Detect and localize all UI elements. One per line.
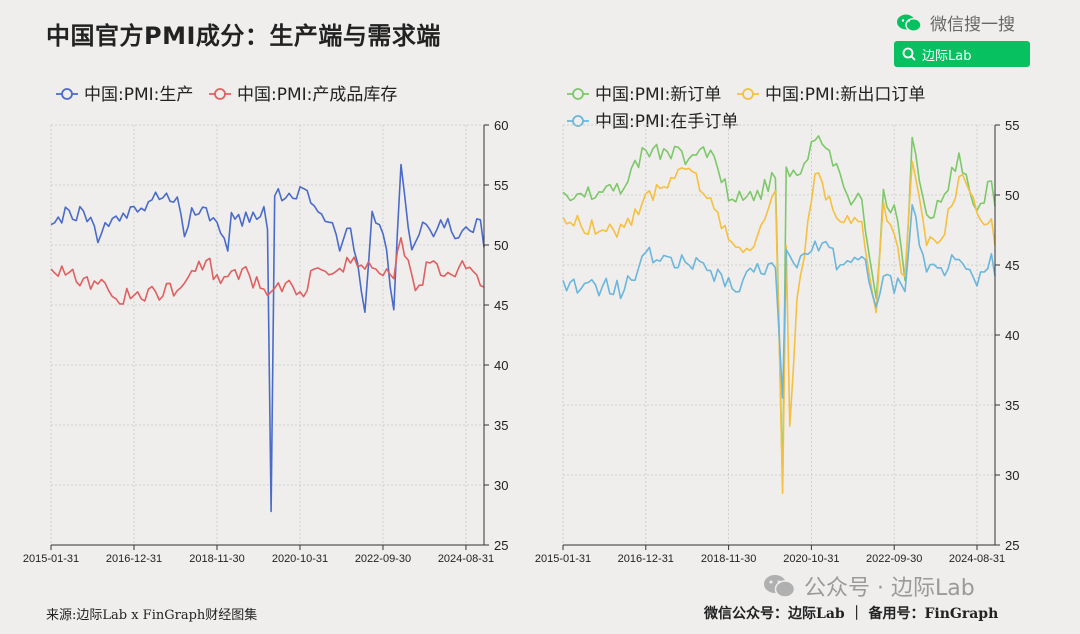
x-tick-label: 2024-08-31: [949, 553, 1005, 565]
legend-marker: [742, 88, 754, 100]
y-tick-label: 45: [494, 298, 508, 313]
search-icon: [902, 47, 916, 61]
wechat-watermark-icon: [764, 575, 796, 598]
legend-marker: [572, 115, 584, 127]
y-tick-label: 45: [1005, 258, 1019, 273]
wechat-search-brand: 微信搜一搜: [896, 10, 1015, 35]
x-tick-label: 2024-08-31: [438, 553, 494, 565]
y-tick-label: 30: [1005, 468, 1019, 483]
x-tick-label: 2022-09-30: [866, 553, 922, 565]
y-tick-label: 50: [494, 238, 508, 253]
series-line-3: [562, 204, 996, 399]
y-tick-label: 25: [494, 538, 508, 553]
legend-label: 中国:PMI:生产: [84, 85, 193, 105]
y-tick-label: 55: [1005, 118, 1019, 133]
legend-marker: [61, 88, 73, 100]
y-tick-label: 40: [1005, 328, 1019, 343]
x-tick-label: 2018-11-30: [189, 553, 244, 565]
footer-account: 微信公众号：边际Lab ｜ 备用号：FinGraph: [704, 606, 999, 622]
watermark: 公众号 · 边际Lab: [762, 570, 975, 602]
y-tick-label: 50: [1005, 188, 1019, 203]
x-tick-label: 2016-12-31: [106, 553, 162, 565]
legend-marker: [572, 88, 584, 100]
watermark-text: 公众号 · 边际Lab: [804, 576, 975, 601]
x-tick-label: 2020-10-31: [783, 553, 839, 565]
legend-label: 中国:PMI:新出口订单: [765, 85, 925, 105]
legend-marker: [214, 88, 226, 100]
y-tick-label: 60: [494, 118, 508, 133]
page-title: 中国官方PMI成分：生产端与需求端: [46, 22, 441, 50]
y-tick-label: 30: [494, 478, 508, 493]
legend-label: 中国:PMI:产成品库存: [237, 85, 397, 105]
y-tick-label: 40: [494, 358, 508, 373]
x-tick-label: 2018-11-30: [701, 553, 756, 565]
search-label: 边际Lab: [922, 48, 972, 64]
x-tick-label: 2016-12-31: [618, 553, 674, 565]
x-tick-label: 2020-10-31: [272, 553, 328, 565]
x-tick-label: 2015-01-31: [535, 553, 591, 565]
wechat-icon: [897, 14, 922, 32]
legend-label: 中国:PMI:在手订单: [595, 112, 738, 132]
y-tick-label: 25: [1005, 538, 1019, 553]
series-line-1: [50, 163, 485, 513]
legend-label: 中国:PMI:新订单: [595, 85, 721, 105]
x-tick-label: 2015-01-31: [23, 553, 79, 565]
y-tick-label: 35: [494, 418, 508, 433]
wechat-search-label: 微信搜一搜: [930, 15, 1015, 35]
search-button[interactable]: 边际Lab: [894, 41, 1030, 67]
footer-source: 来源:边际Lab x FinGraph财经图集: [46, 608, 258, 623]
left-legend: 中国:PMI:生产 中国:PMI:产成品库存: [56, 85, 397, 105]
series-line-2: [50, 237, 485, 305]
x-tick-label: 2022-09-30: [355, 553, 411, 565]
y-tick-label: 35: [1005, 398, 1019, 413]
y-tick-label: 55: [494, 178, 508, 193]
